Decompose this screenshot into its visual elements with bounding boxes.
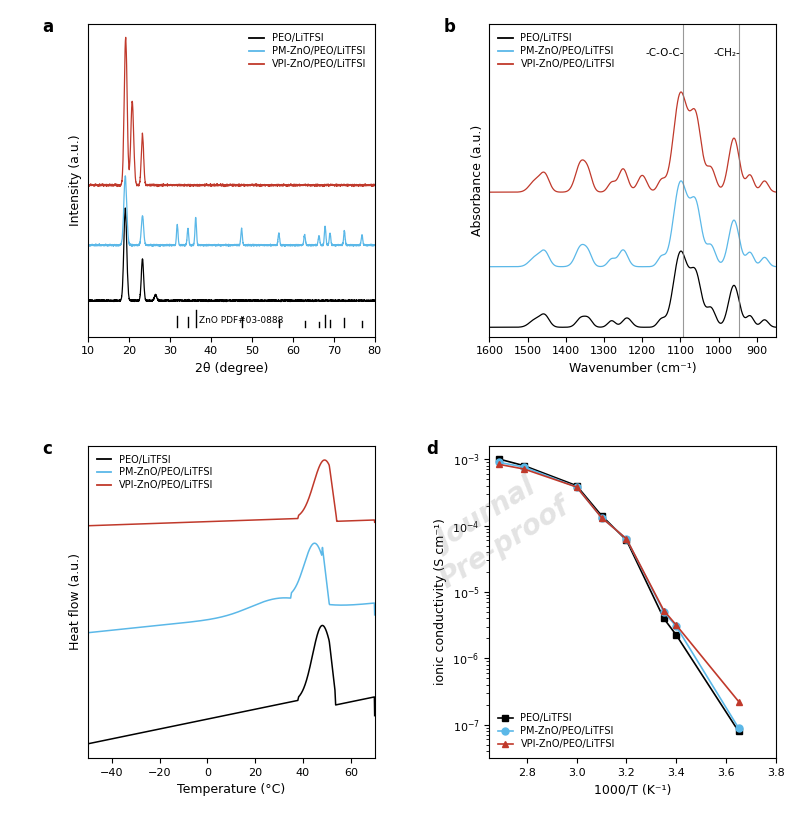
Text: ZnO PDF#03-0888: ZnO PDF#03-0888 [198,315,283,324]
PEO/LiTFSI [597,511,606,521]
PM-ZnO/PEO/LiTFSI [659,607,669,617]
Y-axis label: Heat flow (a.u.): Heat flow (a.u.) [70,553,82,650]
Text: d: d [426,439,438,457]
PEO/LiTFSI [622,535,631,545]
Y-axis label: ionic conductivity (S cm⁻¹): ionic conductivity (S cm⁻¹) [434,518,446,685]
X-axis label: 1000/T (K⁻¹): 1000/T (K⁻¹) [594,783,671,796]
VPI-ZnO/PEO/LiTFSI [622,534,631,544]
Line: VPI-ZnO/PEO/LiTFSI: VPI-ZnO/PEO/LiTFSI [496,461,742,705]
PM-ZnO/PEO/LiTFSI [494,457,504,467]
PEO/LiTFSI [671,630,681,640]
X-axis label: 2θ (degree): 2θ (degree) [194,362,268,375]
VPI-ZnO/PEO/LiTFSI [671,620,681,630]
Y-axis label: Intensity (a.u.): Intensity (a.u.) [70,134,82,227]
PEO/LiTFSI [572,481,582,491]
Text: c: c [42,439,52,457]
Text: -C-O-C-: -C-O-C- [646,48,684,58]
X-axis label: Temperature (°C): Temperature (°C) [178,783,286,796]
PEO/LiTFSI [494,454,504,464]
PM-ZnO/PEO/LiTFSI [622,534,631,544]
Text: a: a [42,18,54,36]
VPI-ZnO/PEO/LiTFSI [597,513,606,522]
VPI-ZnO/PEO/LiTFSI [519,465,529,474]
Legend: PEO/LiTFSI, PM-ZnO/PEO/LiTFSI, VPI-ZnO/PEO/LiTFSI: PEO/LiTFSI, PM-ZnO/PEO/LiTFSI, VPI-ZnO/P… [93,451,218,494]
PEO/LiTFSI [734,726,743,736]
X-axis label: Wavenumber (cm⁻¹): Wavenumber (cm⁻¹) [569,362,697,375]
PM-ZnO/PEO/LiTFSI [572,482,582,492]
Line: PM-ZnO/PEO/LiTFSI: PM-ZnO/PEO/LiTFSI [496,459,742,732]
Line: PEO/LiTFSI: PEO/LiTFSI [496,456,742,735]
Y-axis label: Absorbance (a.u.): Absorbance (a.u.) [470,125,484,236]
PM-ZnO/PEO/LiTFSI [671,622,681,632]
Legend: PEO/LiTFSI, PM-ZnO/PEO/LiTFSI, VPI-ZnO/PEO/LiTFSI: PEO/LiTFSI, PM-ZnO/PEO/LiTFSI, VPI-ZnO/P… [494,29,618,73]
Text: Journal
Pre-proof: Journal Pre-proof [418,465,574,594]
VPI-ZnO/PEO/LiTFSI [734,697,743,707]
PM-ZnO/PEO/LiTFSI [734,723,743,733]
Text: -CH₂-: -CH₂- [714,48,740,58]
VPI-ZnO/PEO/LiTFSI [572,482,582,492]
Legend: PEO/LiTFSI, PM-ZnO/PEO/LiTFSI, VPI-ZnO/PEO/LiTFSI: PEO/LiTFSI, PM-ZnO/PEO/LiTFSI, VPI-ZnO/P… [246,29,370,73]
PEO/LiTFSI [659,614,669,623]
PM-ZnO/PEO/LiTFSI [519,462,529,472]
PM-ZnO/PEO/LiTFSI [597,513,606,522]
VPI-ZnO/PEO/LiTFSI [494,460,504,469]
Legend: PEO/LiTFSI, PM-ZnO/PEO/LiTFSI, VPI-ZnO/PEO/LiTFSI: PEO/LiTFSI, PM-ZnO/PEO/LiTFSI, VPI-ZnO/P… [494,710,618,753]
PEO/LiTFSI [519,460,529,470]
Text: b: b [443,18,455,36]
VPI-ZnO/PEO/LiTFSI [659,606,669,615]
